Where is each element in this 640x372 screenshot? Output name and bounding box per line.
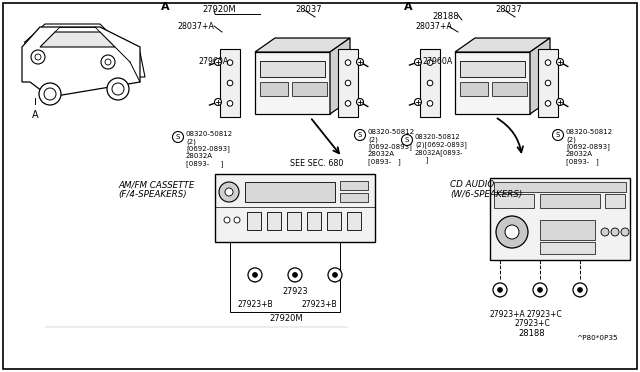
Polygon shape [22, 27, 140, 97]
Bar [230, 242, 340, 312]
Text: 27923+C: 27923+C [527, 310, 563, 319]
Bar [255, 52, 330, 114]
Text: 08320-50812
(2)
[0692-0893]
28032A
[0893-     ]: 08320-50812 (2) [0692-0893] 28032A [0893… [186, 131, 233, 167]
Circle shape [345, 80, 351, 86]
Text: SEE SEC. 680: SEE SEC. 680 [290, 159, 344, 168]
Bar [245, 182, 335, 202]
Bar [490, 178, 630, 260]
Text: S: S [176, 134, 180, 140]
Circle shape [214, 99, 221, 106]
Circle shape [552, 129, 563, 141]
Text: 27923+C: 27923+C [515, 319, 551, 328]
Circle shape [31, 50, 45, 64]
Text: 28037+A: 28037+A [177, 22, 214, 31]
Bar [540, 242, 595, 254]
Circle shape [105, 59, 111, 65]
Bar [338, 49, 358, 117]
Circle shape [493, 283, 507, 297]
Polygon shape [40, 32, 115, 47]
Bar [292, 82, 327, 96]
Circle shape [557, 58, 563, 65]
Text: 27923+A: 27923+A [490, 310, 525, 319]
Bar [494, 194, 534, 208]
Circle shape [101, 55, 115, 69]
Text: 28188: 28188 [518, 329, 545, 338]
Bar [260, 61, 325, 77]
Bar [215, 174, 375, 242]
Text: AM/FM CASSETTE
(F/4-SPEAKERS): AM/FM CASSETTE (F/4-SPEAKERS) [118, 180, 195, 199]
Bar [540, 220, 595, 240]
Circle shape [356, 99, 364, 106]
Circle shape [214, 58, 221, 65]
Circle shape [533, 283, 547, 297]
Circle shape [545, 60, 551, 65]
Text: 27960A: 27960A [422, 57, 452, 66]
Circle shape [333, 272, 337, 278]
Text: 27960A: 27960A [198, 57, 228, 66]
Circle shape [577, 288, 582, 292]
Bar [307, 212, 321, 230]
Circle shape [227, 60, 233, 65]
Circle shape [601, 228, 609, 236]
Circle shape [234, 217, 240, 223]
Circle shape [496, 216, 528, 248]
Bar [220, 49, 240, 117]
Bar [538, 49, 558, 117]
Circle shape [39, 83, 61, 105]
Text: CD AUDIO
(W/6-SPEAKERS): CD AUDIO (W/6-SPEAKERS) [450, 180, 522, 199]
Text: A: A [404, 2, 412, 12]
Bar [605, 194, 625, 208]
Circle shape [427, 100, 433, 106]
Polygon shape [330, 38, 350, 114]
Circle shape [415, 58, 422, 65]
Bar [327, 212, 341, 230]
Bar [460, 82, 488, 96]
Text: 28037: 28037 [295, 5, 322, 14]
Bar [492, 82, 527, 96]
Text: 08320-50812
(2)[0692-0893]
28032A[0893-
     ]: 08320-50812 (2)[0692-0893] 28032A[0893- … [415, 134, 467, 163]
Circle shape [219, 182, 239, 202]
Circle shape [497, 288, 502, 292]
Circle shape [611, 228, 619, 236]
Circle shape [557, 99, 563, 106]
Text: 27923+B: 27923+B [302, 300, 338, 309]
Bar [455, 52, 530, 114]
Text: 27923+B: 27923+B [237, 300, 273, 309]
Text: A: A [161, 2, 170, 12]
Circle shape [227, 100, 233, 106]
Bar [420, 49, 440, 117]
Text: S: S [358, 132, 362, 138]
Circle shape [401, 135, 413, 145]
Circle shape [427, 80, 433, 86]
Text: 28037+A: 28037+A [415, 22, 452, 31]
Polygon shape [530, 38, 550, 114]
Polygon shape [255, 38, 350, 52]
Circle shape [355, 129, 365, 141]
Circle shape [345, 100, 351, 106]
Text: 08320-50812
(2)
[0692-0893]
28032A
[0893-   ]: 08320-50812 (2) [0692-0893] 28032A [0893… [566, 129, 613, 165]
Circle shape [356, 58, 364, 65]
Circle shape [415, 99, 422, 106]
Text: 27923: 27923 [282, 287, 308, 296]
Circle shape [545, 100, 551, 106]
Circle shape [288, 268, 302, 282]
Text: A: A [32, 110, 38, 120]
Circle shape [621, 228, 629, 236]
Circle shape [545, 80, 551, 86]
Circle shape [538, 288, 543, 292]
Bar [494, 182, 626, 192]
Bar [340, 193, 368, 202]
Circle shape [224, 217, 230, 223]
Text: 28037: 28037 [495, 5, 522, 14]
Bar [260, 82, 288, 96]
Bar [340, 181, 368, 190]
Text: 27920M: 27920M [269, 314, 303, 323]
Circle shape [173, 131, 184, 142]
Circle shape [573, 283, 587, 297]
Text: ^P80*0P35: ^P80*0P35 [576, 335, 618, 341]
Circle shape [505, 225, 519, 239]
Text: S: S [556, 132, 560, 138]
Bar [267, 212, 281, 230]
Circle shape [292, 272, 298, 278]
Bar [347, 212, 361, 230]
